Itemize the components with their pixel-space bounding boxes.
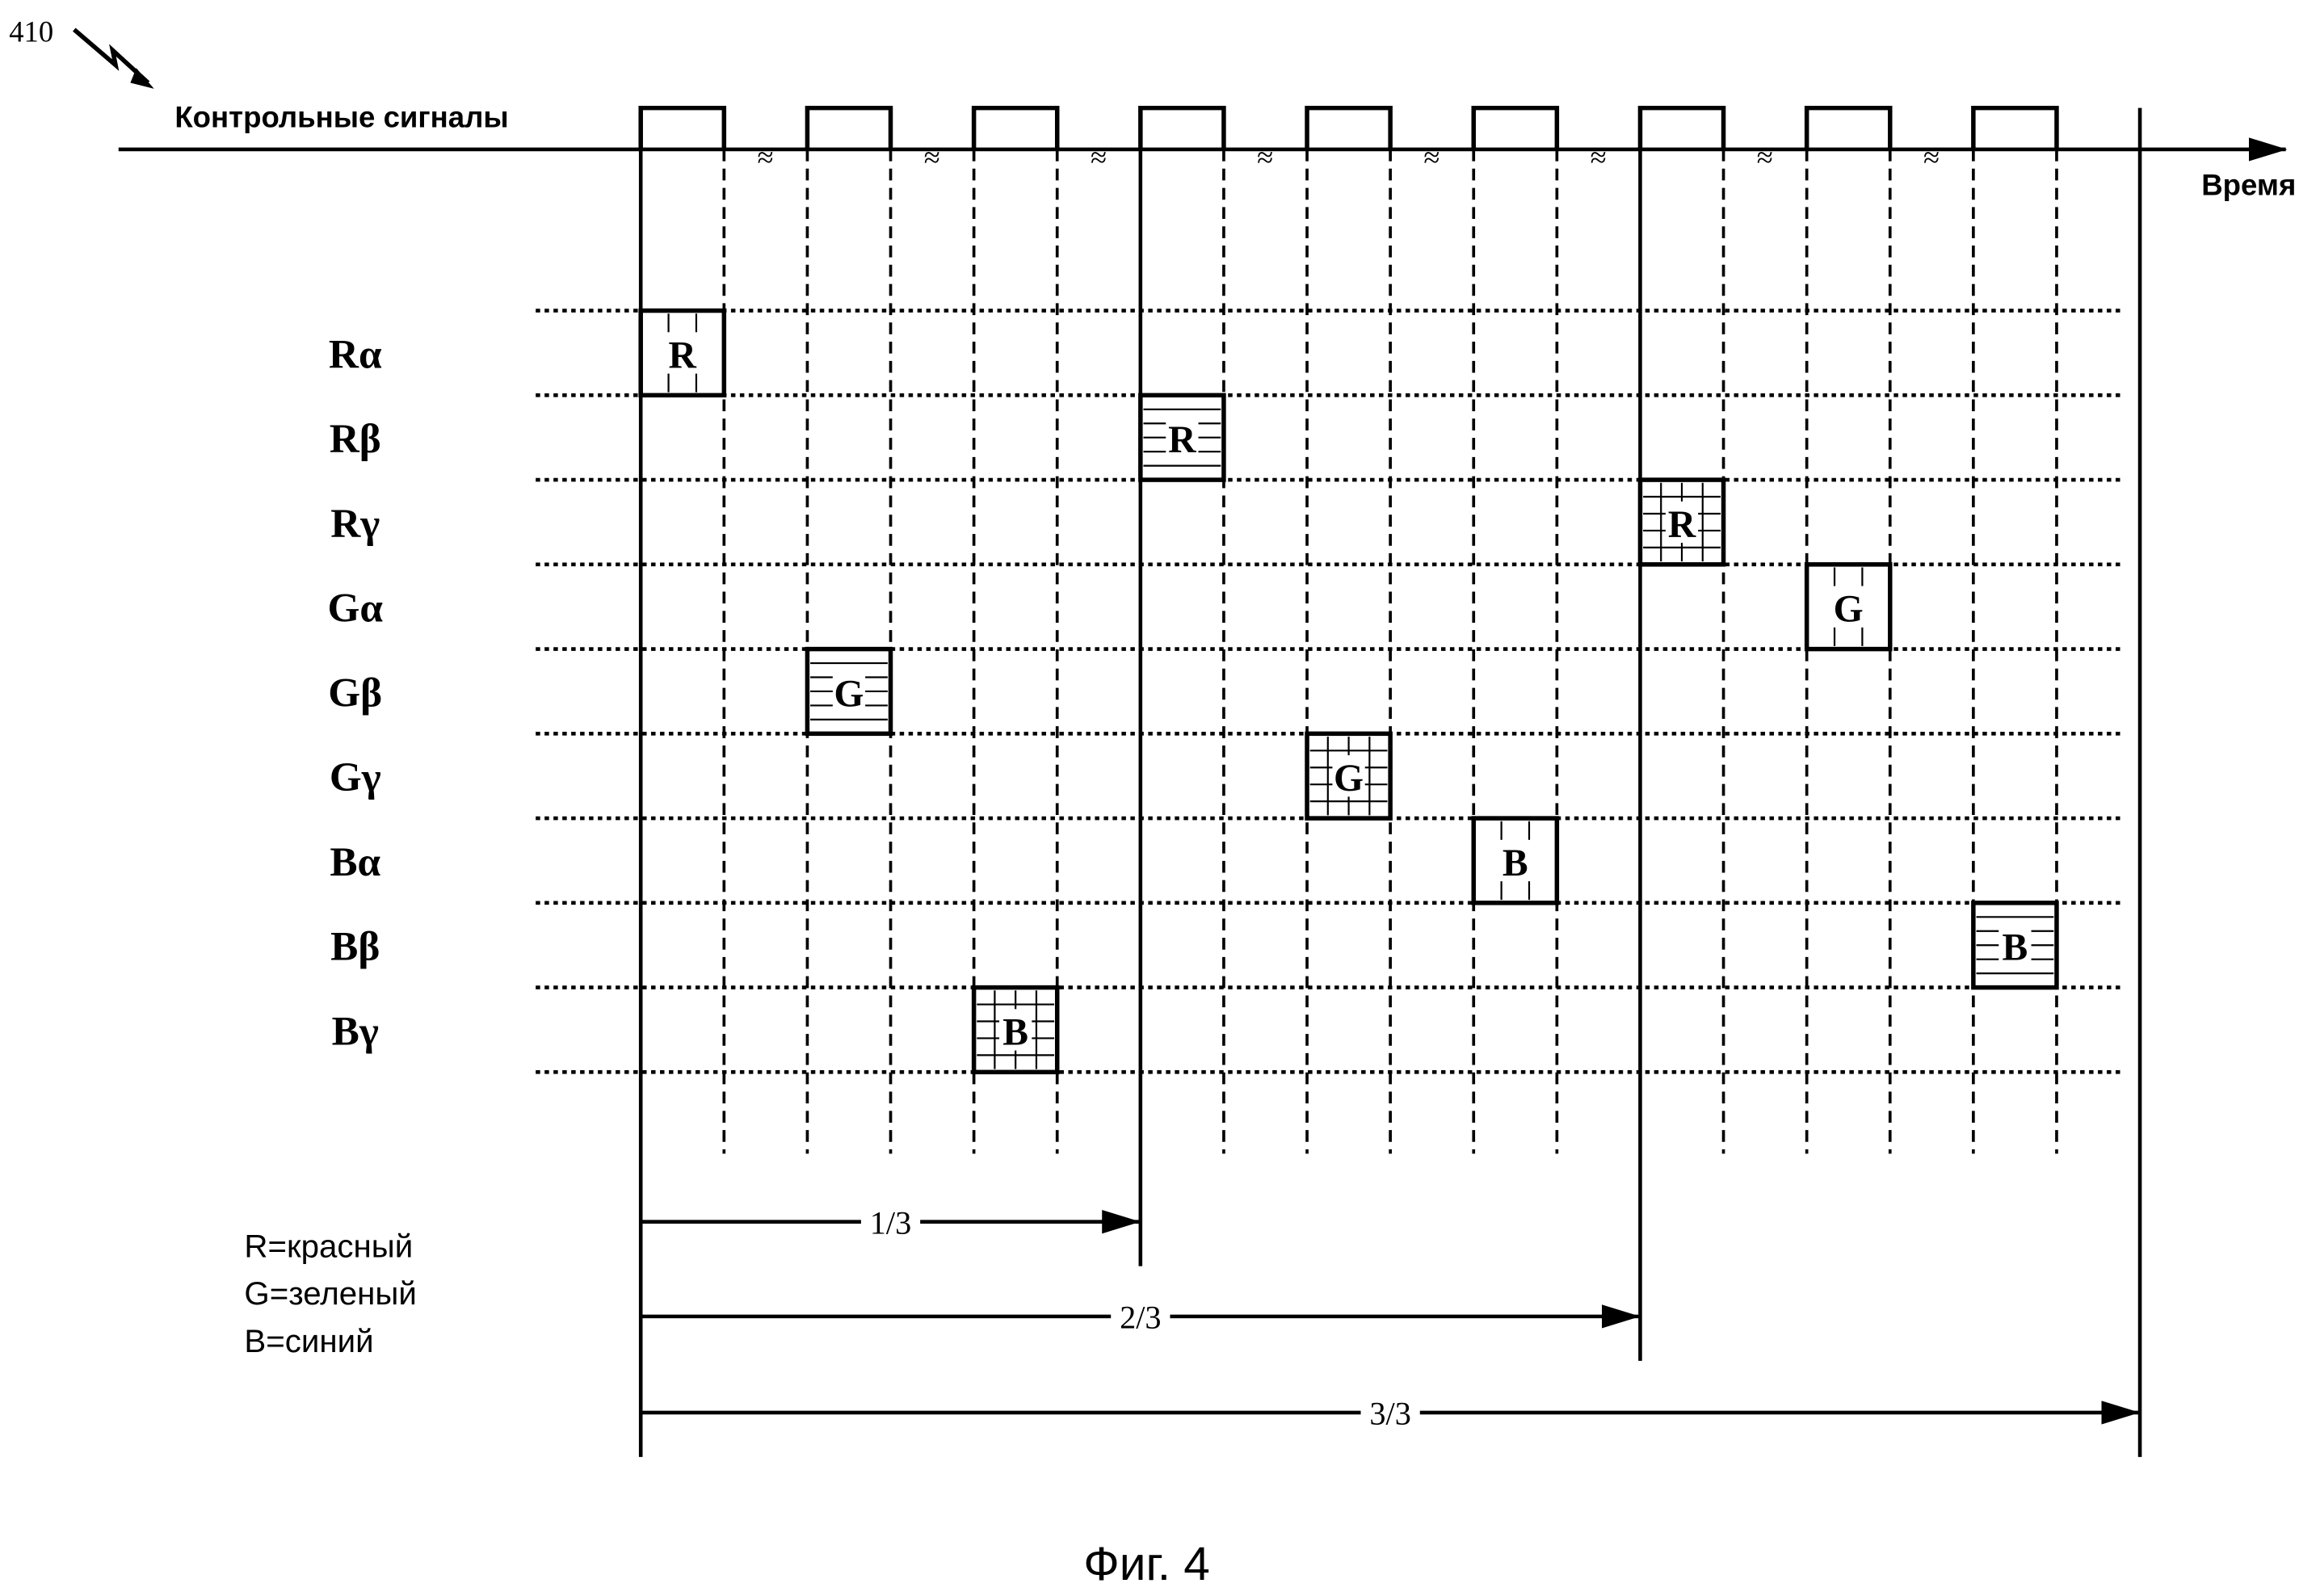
cell-letter: R bbox=[1168, 419, 1196, 461]
control-signal-pulse bbox=[1138, 105, 1226, 149]
time-axis-label: Время bbox=[2201, 169, 2296, 202]
control-signal-pulse bbox=[1971, 105, 2059, 149]
axis-break-icon: ≈ bbox=[1091, 141, 1107, 174]
span-label-bg bbox=[860, 1203, 921, 1240]
reference-arrow-icon bbox=[73, 27, 150, 85]
axis-break-icon: ≈ bbox=[1591, 141, 1607, 174]
control-signal-pulse bbox=[1471, 105, 1560, 149]
legend-item-blue: B=синий bbox=[244, 1323, 373, 1359]
reference-numeral: 410 bbox=[9, 15, 53, 48]
span-label-bg bbox=[1111, 1298, 1171, 1334]
axis-break-icon: ≈ bbox=[1757, 141, 1773, 174]
legend-item-green: G=зеленый bbox=[244, 1275, 416, 1312]
cell-letter: B bbox=[1002, 1011, 1028, 1053]
axis-break-icon: ≈ bbox=[1257, 141, 1273, 174]
cell-r-vertical: R bbox=[638, 308, 727, 398]
cell-b-horizontal: B bbox=[1971, 901, 2059, 990]
reference-arrowhead-icon bbox=[130, 68, 154, 89]
cell-label-bg bbox=[1832, 586, 1865, 628]
row-label: Gα bbox=[328, 586, 384, 632]
cell-g-vertical: G bbox=[1804, 562, 1893, 652]
frame-span-label: 2/3 bbox=[1120, 1300, 1161, 1336]
cell-letter: B bbox=[2003, 927, 2028, 969]
legend-item-red: R=красный bbox=[244, 1228, 413, 1265]
cell-label-bg bbox=[1998, 924, 2032, 966]
cell-letter: G bbox=[834, 673, 864, 715]
control-signal-pulse bbox=[1305, 105, 1393, 149]
cell-letter: R bbox=[1668, 504, 1696, 546]
cell-label-bg bbox=[1166, 417, 1199, 459]
cell-g-horizontal: G bbox=[805, 646, 893, 737]
frame-span-label: 1/3 bbox=[870, 1204, 911, 1241]
control-signal-pulse bbox=[805, 105, 893, 149]
axis-break-icon: ≈ bbox=[1923, 141, 1940, 174]
signal-label: Контрольные сигналы bbox=[174, 100, 508, 133]
cell-b-grid: B bbox=[971, 985, 1060, 1075]
span-label-bg bbox=[1360, 1394, 1420, 1430]
axis-break-icon: ≈ bbox=[924, 141, 940, 174]
cell-letter: R bbox=[669, 334, 697, 376]
row-label: Gγ bbox=[330, 754, 381, 800]
cell-letter: G bbox=[1834, 589, 1864, 631]
row-label: Rα bbox=[329, 331, 382, 377]
cell-label-bg bbox=[666, 332, 699, 374]
color-legend: R=красный G=зеленый B=синий bbox=[244, 1228, 416, 1359]
control-signal-pulse bbox=[971, 105, 1060, 149]
control-signal-pulse bbox=[638, 105, 727, 149]
row-label: Bα bbox=[330, 839, 380, 885]
control-signal-pulse bbox=[1637, 105, 1726, 149]
row-label: Bγ bbox=[332, 1008, 379, 1054]
axis-break-icon: ≈ bbox=[1423, 141, 1439, 174]
cell-label-bg bbox=[1498, 839, 1532, 882]
control-signal-pulse bbox=[1804, 105, 1893, 149]
cell-r-grid: R bbox=[1637, 477, 1726, 567]
figure-caption: Фиг. 4 bbox=[1083, 1538, 1210, 1590]
row-label: Gβ bbox=[328, 670, 382, 716]
cell-label-bg bbox=[832, 670, 866, 712]
cell-box bbox=[1471, 816, 1560, 905]
cell-g-grid: G bbox=[1305, 731, 1393, 821]
row-label: Rγ bbox=[330, 501, 380, 547]
cell-r-horizontal: R bbox=[1138, 393, 1226, 482]
cell-label-bg bbox=[1332, 755, 1365, 797]
cell-letter: B bbox=[1503, 842, 1528, 884]
cell-letter: G bbox=[1334, 758, 1364, 800]
frame-span-label: 3/3 bbox=[1369, 1396, 1410, 1432]
cell-label-bg bbox=[1665, 501, 1699, 544]
cell-b-vertical: B bbox=[1471, 816, 1560, 905]
row-label: Rβ bbox=[330, 416, 381, 462]
cell-label-bg bbox=[999, 1009, 1032, 1051]
row-label: Bβ bbox=[330, 924, 380, 970]
axis-break-icon: ≈ bbox=[758, 141, 774, 174]
